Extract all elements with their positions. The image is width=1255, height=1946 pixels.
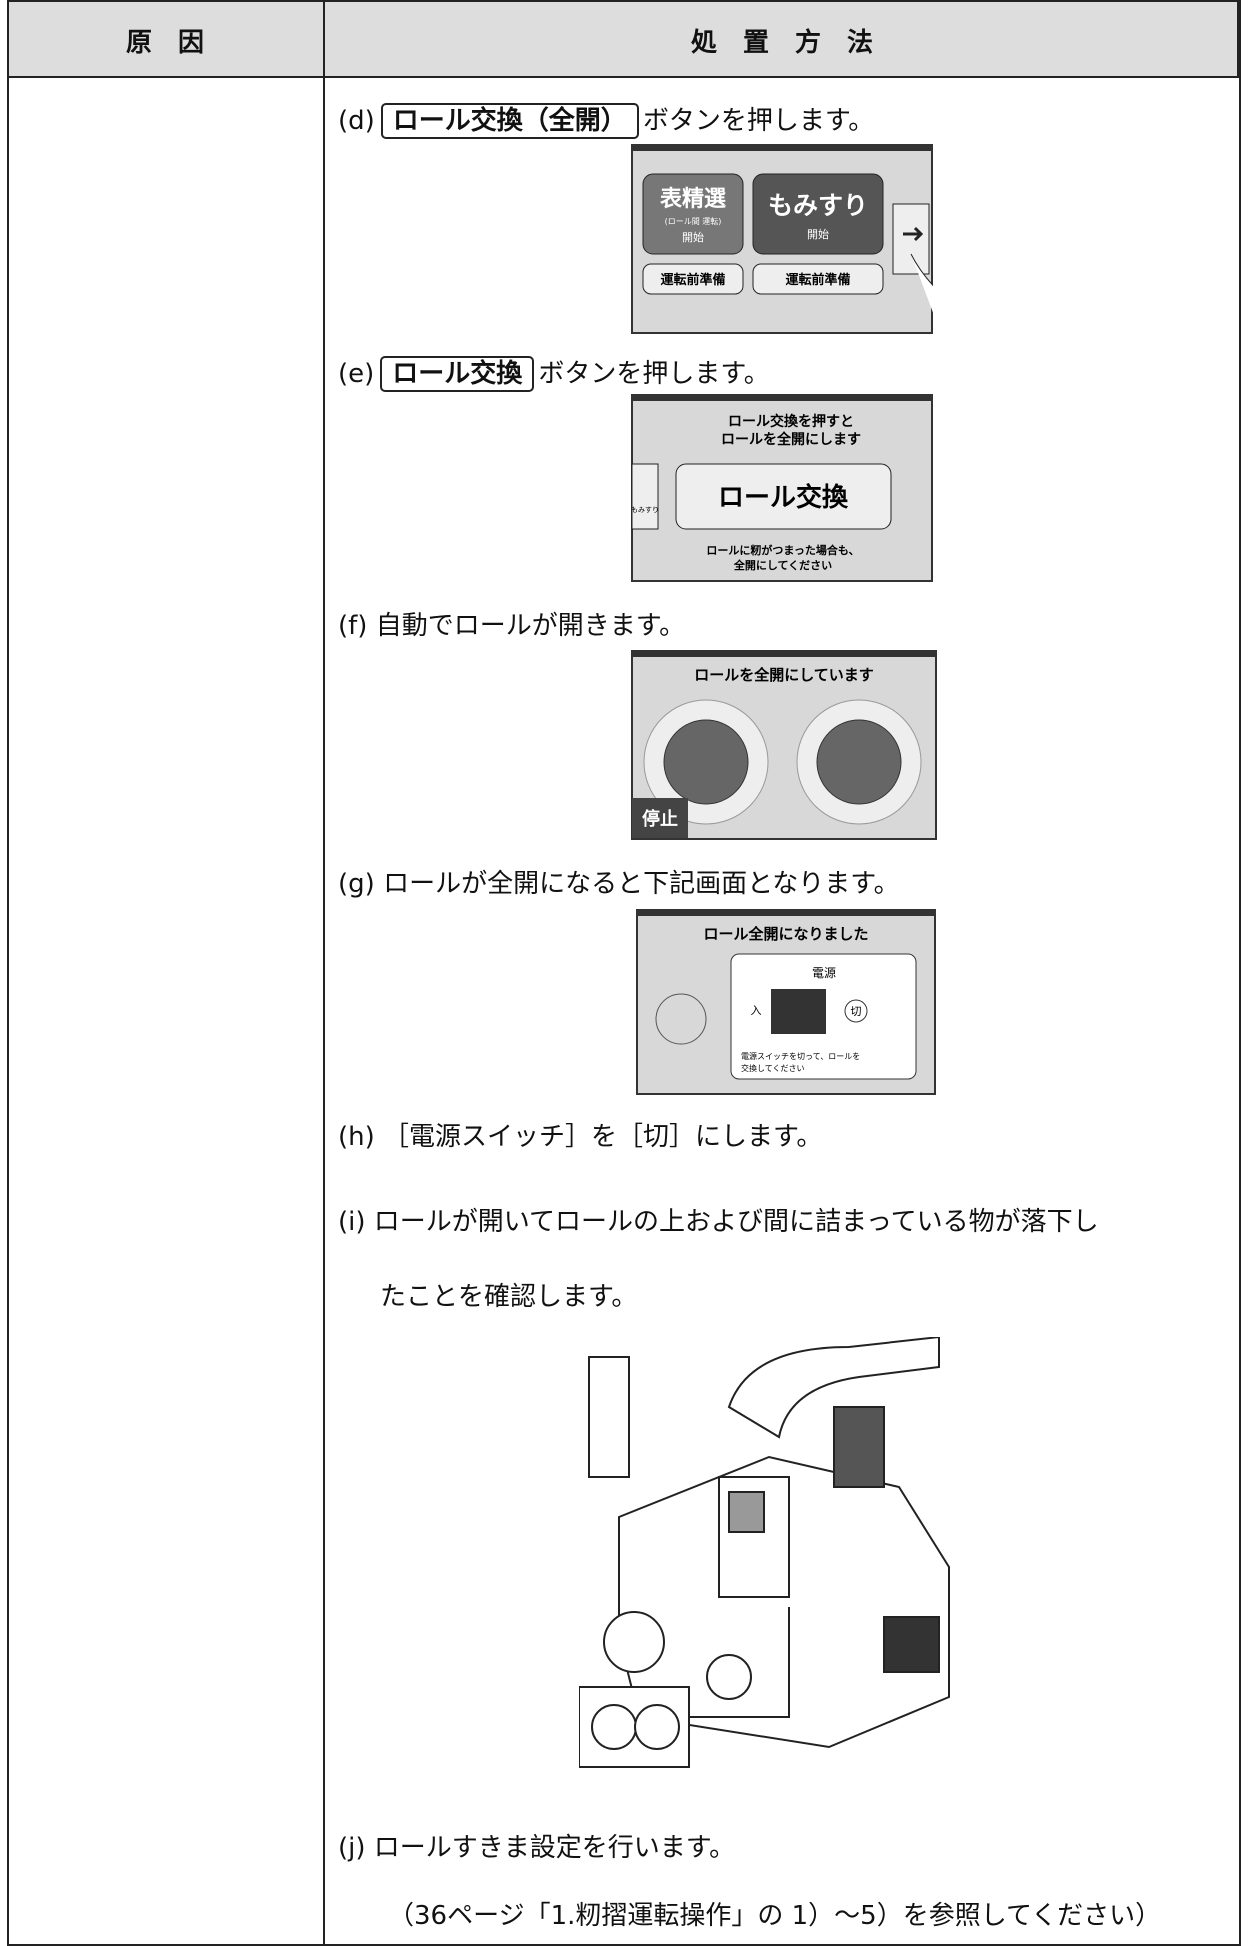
t: ロール交換 <box>718 482 849 513</box>
t: ロール交換を押すと <box>728 413 854 430</box>
leader <box>689 1607 790 1718</box>
t: 入 <box>751 1004 762 1017</box>
chute <box>588 1356 630 1478</box>
t: 切 <box>851 1005 862 1018</box>
wheel <box>603 1611 665 1673</box>
t: 開始 <box>807 227 829 241</box>
vent <box>883 1616 940 1673</box>
machine-illustration <box>579 1337 950 1768</box>
t: もみすり <box>631 506 659 514</box>
button-label: ロール交換（全開） <box>380 103 639 139</box>
step-label: (i) <box>338 1207 366 1237</box>
step: (h) ［電源スイッチ］を［切］にします。 <box>338 1116 822 1153</box>
btn <box>642 173 744 255</box>
btn <box>642 263 744 295</box>
btn <box>675 463 892 530</box>
bar <box>632 145 932 151</box>
switch <box>771 989 826 1034</box>
wheel <box>706 1654 752 1700</box>
table <box>7 0 1241 1946</box>
step-label: (f) <box>338 611 368 641</box>
t: 運転前準備 <box>785 272 850 288</box>
t: 表精選 <box>660 186 726 212</box>
screen: ロール全開になりました 電源 入 切 電源スイッチを切って、ロールを 交換してく… <box>636 909 936 1095</box>
t: 停止 <box>642 808 678 830</box>
off-circle <box>844 999 868 1023</box>
side-btn <box>892 203 930 275</box>
bar <box>632 395 932 401</box>
step: (e) ロール交換 ボタンを押します。 <box>338 353 770 392</box>
display <box>728 1491 765 1533</box>
t: 開始 <box>682 230 704 244</box>
roll <box>591 1704 637 1750</box>
step: (i) ロールが開いてロールの上および間に詰まっている物が落下し <box>338 1201 1099 1238</box>
t: 交換してください <box>741 1063 805 1073</box>
t: ロールに籾がつまった場合も、 <box>706 543 859 557</box>
step-text: ［電源スイッチ］を［切］にします。 <box>383 1122 823 1152</box>
t: 電源 <box>812 966 836 980</box>
t: ロールを全開にしています <box>694 666 874 684</box>
step-text: ロールすきま設定を行います。 <box>373 1833 736 1863</box>
step-text: ボタンを押します。 <box>642 106 875 136</box>
side-btn <box>631 463 659 530</box>
btn <box>752 263 884 295</box>
bar <box>637 910 935 916</box>
step-text: たことを確認します。 <box>380 1282 638 1312</box>
header-cause: 原 因 <box>125 28 204 58</box>
header-action: 処 置 方 法 <box>690 28 873 58</box>
roll <box>663 719 749 805</box>
step: (g) ロールが全開になると下記画面となります。 <box>338 863 900 900</box>
step: (f) 自動でロールが開きます。 <box>338 605 685 642</box>
roll <box>816 719 902 805</box>
step-text: ロールが開いてロールの上および間に詰まっている物が落下し <box>373 1207 1099 1237</box>
roll <box>655 993 707 1045</box>
t: 運転前準備 <box>660 272 725 288</box>
bar <box>632 651 936 657</box>
t: (ロール間 運転) <box>665 217 722 226</box>
t: ロールを全開にします <box>721 431 861 448</box>
stop-btn <box>632 798 688 838</box>
t: 電源スイッチを切って、ロールを <box>741 1052 860 1061</box>
step-text: 自動でロールが開きます。 <box>375 611 686 641</box>
screen: ロールを全開にしています 停止 <box>631 650 937 840</box>
step-label: (e) <box>338 359 375 389</box>
step-label: (d) <box>338 106 375 136</box>
pipe <box>727 1337 940 1439</box>
step-text: ロールが全開になると下記画面となります。 <box>383 869 900 899</box>
arrow <box>903 226 924 242</box>
btn <box>752 173 884 255</box>
step-note: （36ページ「1.籾摺運転操作」の 1）～5）を参照してください） <box>388 1901 1162 1931</box>
step-label: (h) <box>338 1122 375 1152</box>
t: 全開にしてください <box>733 558 832 572</box>
box <box>833 1406 885 1488</box>
t: もみすり <box>768 191 868 220</box>
screen: 表精選 (ロール間 運転) 開始 もみすり 開始 運転前準備 運転前準備 <box>631 144 933 334</box>
step: (d) ロール交換（全開） ボタンを押します。 <box>338 100 874 139</box>
step-text: ボタンを押します。 <box>538 359 770 389</box>
step: (j) ロールすきま設定を行います。 <box>338 1827 735 1864</box>
step-label: (j) <box>338 1833 366 1863</box>
t: ロール全開になりました <box>703 925 868 943</box>
button-label: ロール交換 <box>380 356 535 392</box>
roll <box>634 1704 680 1750</box>
screen: ロール交換を押すと ロールを全開にします もみすり ロール交換 ロールに籾がつま… <box>631 394 933 582</box>
col-divider <box>323 0 325 1946</box>
header-row <box>7 0 1239 78</box>
step-label: (g) <box>338 869 375 899</box>
